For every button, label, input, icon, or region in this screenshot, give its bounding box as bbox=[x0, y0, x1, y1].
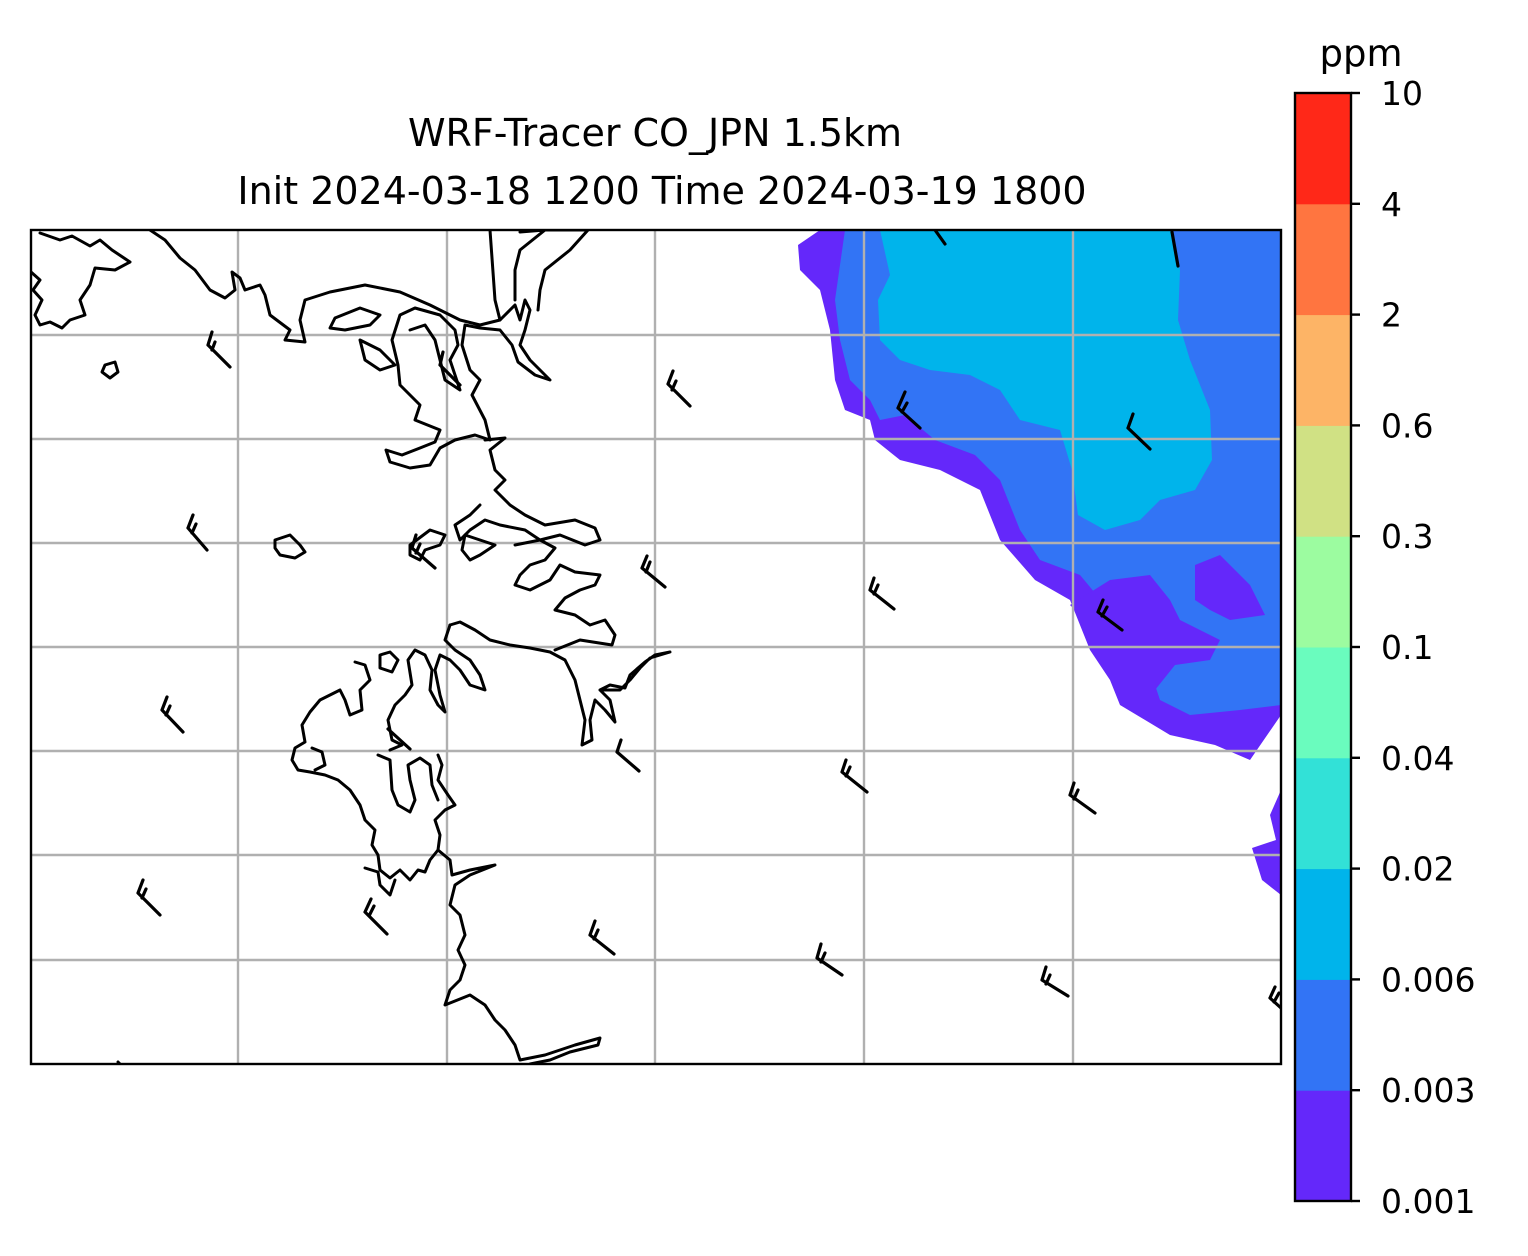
wind-barbs bbox=[136, 230, 1281, 1010]
colorbar-tick-label: 0.006 bbox=[1381, 960, 1475, 999]
colorbar-tick-label: 2 bbox=[1381, 296, 1402, 335]
colorbar-tick-label: 0.003 bbox=[1381, 1071, 1475, 1110]
colorbar-tick-label: 4 bbox=[1381, 185, 1402, 224]
colorbar-tick-label: 0.02 bbox=[1381, 850, 1454, 889]
concentration-patch-lower-right bbox=[1252, 790, 1281, 895]
colorbar-segment bbox=[1295, 93, 1351, 205]
coastlines bbox=[31, 230, 672, 1064]
colorbar-tick-label: 0.001 bbox=[1381, 1182, 1475, 1221]
colorbar-segment bbox=[1295, 979, 1351, 1091]
colorbar-ticks: 0.001 0.003 0.006 0.02 0.04 0.1 0.3 0.6 2 4 10 bbox=[1351, 74, 1475, 1221]
map-frame bbox=[29, 228, 1283, 1066]
colorbar-segment bbox=[1295, 647, 1351, 759]
colorbar-segment bbox=[1295, 425, 1351, 537]
colorbar-tick-label: 10 bbox=[1381, 74, 1423, 113]
colorbar-tick-label: 0.3 bbox=[1381, 517, 1433, 556]
map-title-line-2: Init 2024-03-18 1200 Time 2024-03-19 180… bbox=[237, 169, 1086, 213]
colorbar-segment bbox=[1295, 868, 1351, 980]
gridlines bbox=[31, 230, 1281, 1064]
colorbar-tick-label: 0.6 bbox=[1381, 406, 1433, 445]
colorbar-segment bbox=[1295, 536, 1351, 648]
colorbar-tick-label: 0.1 bbox=[1381, 628, 1433, 667]
map-area bbox=[31, 230, 1281, 1064]
colorbar-segment bbox=[1295, 757, 1351, 870]
concentration-band-mid bbox=[878, 230, 1212, 530]
colorbar-unit-label: ppm bbox=[1319, 32, 1402, 75]
concentration-patch-east bbox=[1195, 555, 1265, 620]
colorbar-segment bbox=[1295, 314, 1351, 426]
concentration-patch-mid bbox=[1070, 575, 1220, 690]
map-title-line-1: WRF-Tracer CO_JPN 1.5km bbox=[408, 111, 902, 155]
colorbar-segment bbox=[1295, 203, 1351, 316]
colorbar-segment bbox=[1295, 1090, 1351, 1202]
colorbar-tick-label: 0.04 bbox=[1381, 739, 1454, 778]
colorbar bbox=[1295, 93, 1351, 1202]
